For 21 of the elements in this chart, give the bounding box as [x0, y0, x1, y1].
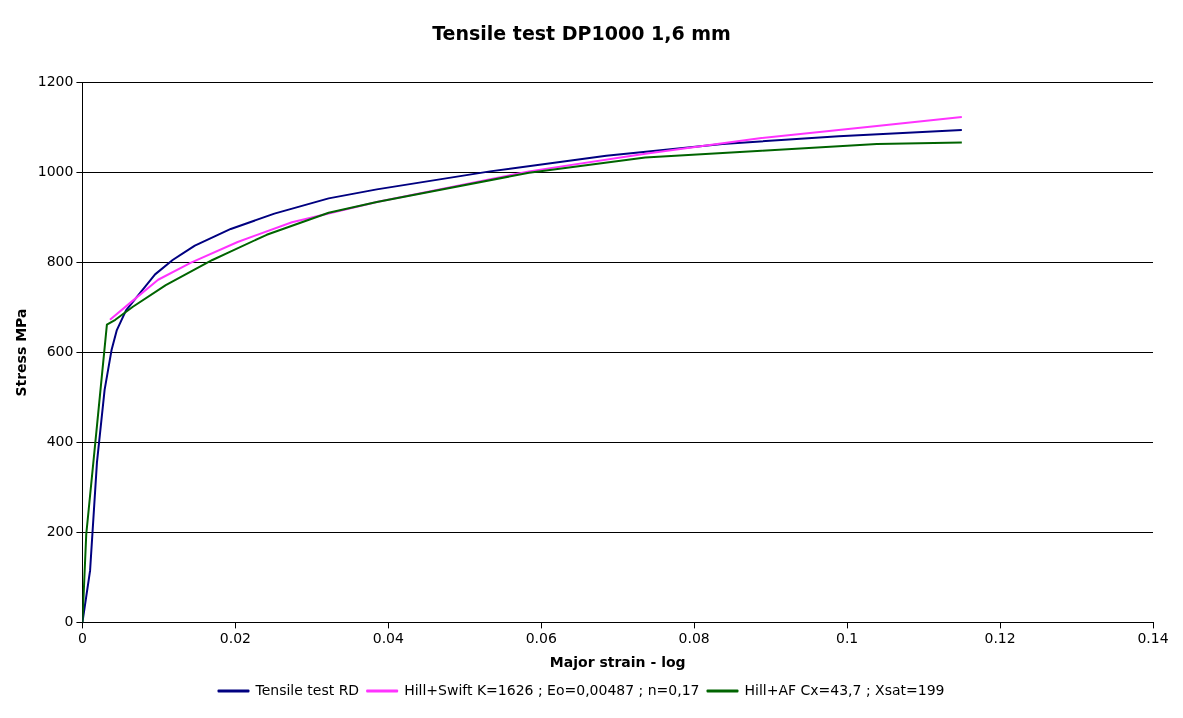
chart-title: Tensile test DP1000 1,6 mm — [432, 22, 731, 45]
legend-label: Hill+AF Cx=43,7 ; Xsat=199 — [744, 681, 945, 698]
x-tick-label: 0.14 — [1137, 630, 1169, 647]
y-tick-label: 800 — [46, 253, 74, 270]
y-tick-label: 400 — [46, 433, 74, 450]
x-tick-label: 0.06 — [525, 630, 557, 647]
y-axis-title: Stress MPa — [13, 308, 30, 397]
x-tick-label: 0.02 — [219, 630, 251, 647]
x-axis-title: Major strain - log — [549, 654, 686, 671]
legend-label: Tensile test RD — [254, 681, 360, 698]
y-tick-label: 1000 — [37, 163, 74, 180]
x-tick-label: 0.1 — [835, 630, 859, 647]
x-tick-label: 0.12 — [984, 630, 1016, 647]
y-tick-label: 1200 — [37, 73, 74, 90]
x-tick-label: 0.08 — [678, 630, 710, 647]
y-tick-label: 600 — [46, 343, 74, 360]
legend-label: Hill+Swift K=1626 ; Eo=0,00487 ; n=0,17 — [404, 681, 700, 698]
x-tick-label: 0.04 — [372, 630, 404, 647]
y-tick-label: 200 — [46, 523, 74, 540]
y-tick-label: 0 — [64, 613, 74, 630]
x-tick-label: 0 — [77, 630, 87, 647]
